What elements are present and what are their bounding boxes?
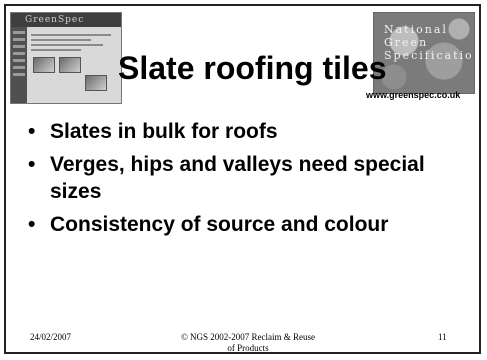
website-thumbnail-image: GreenSpec [10,12,122,104]
logo-line: National [384,23,448,36]
website-url: www.greenspec.co.uk [366,90,461,100]
bullet-dot-icon: • [28,153,36,176]
thumbnail-content [31,31,117,54]
slide: GreenSpec National Green Specification S… [4,4,481,354]
footer-date: 24/02/2007 [30,332,72,342]
thumbnail-sidebar [11,27,27,103]
bullet-item: • Slates in bulk for roofs [28,120,278,143]
bullet-dot-icon: • [28,213,36,236]
national-green-specification-logo: National Green Specification [373,12,475,94]
logo-line: Green [384,36,429,49]
thumbnail-photo [33,57,55,73]
page-number: 11 [438,332,447,342]
thumbnail-photo [85,75,107,91]
logo-line: Specification [384,49,475,62]
bullet-item: • Verges, hips and valleys need special s… [28,153,425,203]
bullet-item: • Consistency of source and colour [28,213,389,236]
thumbnail-photo [59,57,81,73]
bullet-list: • Slates in bulk for roofs • Verges, hips … [28,118,468,244]
bullet-dot-icon: • [28,120,36,143]
footer-copyright: © NGS 2002-2007 Reclaim & Reuse of Produ… [180,332,316,353]
thumbnail-banner: GreenSpec [11,13,121,27]
slide-title: Slate roofing tiles [118,50,387,86]
